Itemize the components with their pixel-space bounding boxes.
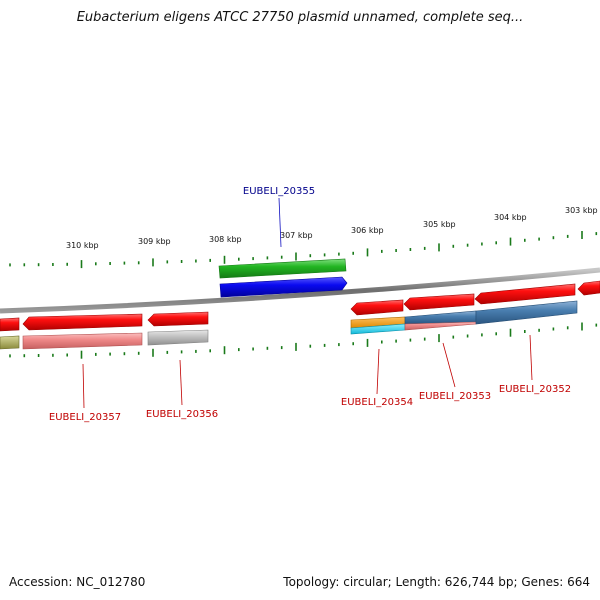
upper-ruler <box>9 231 598 269</box>
accession-text: Accession: NC_012780 <box>9 575 146 589</box>
reverse-gene-feature[interactable] <box>403 293 475 311</box>
reverse-cds-feature[interactable] <box>22 332 143 350</box>
tick-label-303: 303 kbp <box>565 206 598 215</box>
leader-line-20355 <box>278 197 282 248</box>
forward-gene-feature[interactable] <box>219 276 348 298</box>
reverse-cds-feature[interactable] <box>0 335 20 350</box>
tick-label-307: 307 kbp <box>280 231 313 240</box>
gene-label-20353[interactable]: EUBELI_20353 <box>419 391 491 402</box>
reverse-gene-feature[interactable] <box>474 283 576 305</box>
sequence-backbone <box>0 267 600 314</box>
reverse-gene-feature[interactable] <box>22 313 143 331</box>
leader-line-20354 <box>376 348 380 395</box>
tick-label-308: 308 kbp <box>209 235 242 244</box>
leader-line-20356 <box>179 359 183 406</box>
map-title: Eubacterium eligens ATCC 27750 plasmid u… <box>76 10 524 25</box>
lower-ruler <box>9 322 598 359</box>
reverse-gene-feature[interactable] <box>0 317 20 332</box>
reverse-cds-feature[interactable] <box>147 329 209 346</box>
reverse-gene-feature[interactable] <box>350 299 404 316</box>
leader-line-20353 <box>442 342 456 388</box>
tick-label-306: 306 kbp <box>351 226 384 235</box>
gene-label-20354[interactable]: EUBELI_20354 <box>341 397 413 408</box>
gene-label-20352[interactable]: EUBELI_20352 <box>499 384 571 395</box>
tick-label-310: 310 kbp <box>66 241 99 250</box>
topology-summary: Topology: circular; Length: 626,744 bp; … <box>283 575 590 589</box>
gene-label-20357[interactable]: EUBELI_20357 <box>49 412 121 423</box>
tick-label-309: 309 kbp <box>138 237 171 246</box>
reverse-cds-feature[interactable] <box>475 300 578 325</box>
tick-label-304: 304 kbp <box>494 213 527 222</box>
forward-cds-feature[interactable] <box>218 258 347 279</box>
gene-label-20356[interactable]: EUBELI_20356 <box>146 409 218 420</box>
leader-line-20352 <box>529 334 533 381</box>
leader-line-20357 <box>82 363 85 409</box>
gene-label-20355[interactable]: EUBELI_20355 <box>243 186 315 197</box>
tick-label-305: 305 kbp <box>423 220 456 229</box>
reverse-gene-feature[interactable] <box>577 280 600 296</box>
reverse-gene-feature[interactable] <box>147 311 209 327</box>
